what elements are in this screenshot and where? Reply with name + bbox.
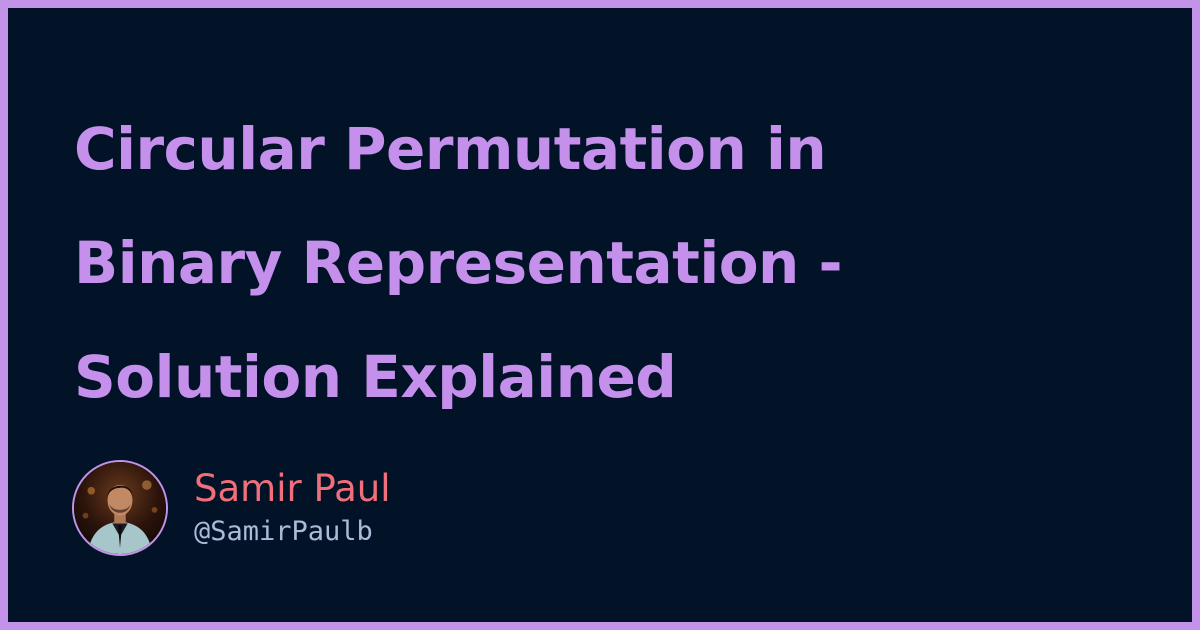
author-handle: @SamirPaulb [194, 516, 373, 547]
blog-card: Circular Permutation in Binary Represent… [8, 8, 1192, 622]
title-line-2: Binary Representation - [74, 229, 843, 297]
title-line-3: Solution Explained [74, 343, 677, 411]
page-title: Circular Permutation in Binary Represent… [74, 92, 1154, 434]
avatar [72, 460, 168, 556]
title-line-1: Circular Permutation in [74, 115, 827, 183]
author-name: Samir Paul [194, 467, 391, 510]
author-text: Samir Paul @SamirPaulb [194, 467, 391, 549]
author-block: Samir Paul @SamirPaulb [72, 460, 391, 556]
person-photo-avatar-icon [74, 462, 166, 554]
